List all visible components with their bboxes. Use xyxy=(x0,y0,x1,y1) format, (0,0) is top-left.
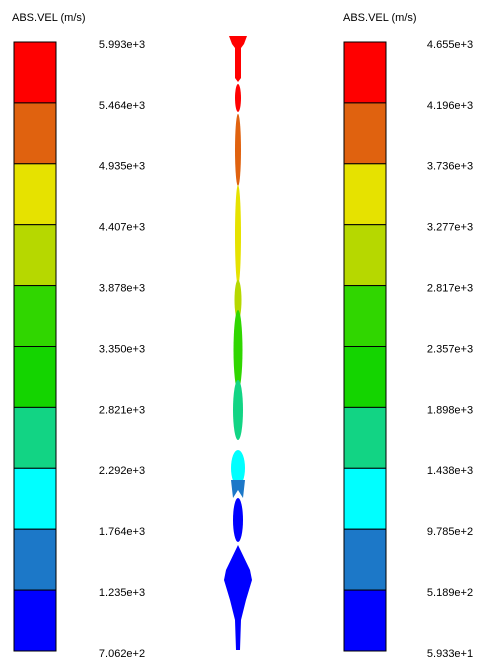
color-swatch xyxy=(13,589,57,652)
legend-label: 4.196e+3 xyxy=(427,100,473,112)
color-swatch xyxy=(343,528,387,591)
color-swatch xyxy=(13,467,57,530)
jet-segment xyxy=(231,480,245,498)
color-swatch xyxy=(13,41,57,104)
jet-segment xyxy=(235,185,241,285)
legend-label: 2.821e+3 xyxy=(99,404,145,416)
legend-label: 3.736e+3 xyxy=(427,161,473,173)
color-swatch xyxy=(343,285,387,348)
jet-segment xyxy=(234,280,242,320)
legend-label: 1.235e+3 xyxy=(99,587,145,599)
legend-label: 3.878e+3 xyxy=(99,283,145,295)
color-swatch xyxy=(13,163,57,226)
color-swatch xyxy=(13,528,57,591)
legend-label: 5.933e+1 xyxy=(427,648,473,660)
jet-tip xyxy=(229,36,247,82)
color-swatch xyxy=(343,41,387,104)
legend-label: 3.277e+3 xyxy=(427,222,473,234)
jet-segment xyxy=(235,84,241,112)
jet-segment xyxy=(233,498,243,542)
legend-label: 7.062e+2 xyxy=(99,648,145,660)
legend-label: 5.189e+2 xyxy=(427,587,473,599)
color-swatch xyxy=(343,163,387,226)
color-swatch xyxy=(13,285,57,348)
legend-title: ABS.VEL (m/s) xyxy=(12,12,86,24)
color-swatch xyxy=(343,224,387,287)
color-swatch xyxy=(13,406,57,469)
color-swatch xyxy=(343,406,387,469)
legend-label: 4.935e+3 xyxy=(99,161,145,173)
legend-label: 1.898e+3 xyxy=(427,404,473,416)
legend-label: 1.438e+3 xyxy=(427,465,473,477)
jet-segment xyxy=(231,450,245,486)
legend-label: 1.764e+3 xyxy=(99,526,145,538)
color-swatch xyxy=(343,346,387,408)
jet-segment xyxy=(233,310,243,390)
legend-label: 4.655e+3 xyxy=(427,39,473,51)
jet-bulb xyxy=(224,545,252,650)
legend-label: 4.407e+3 xyxy=(99,222,145,234)
color-swatch xyxy=(13,102,57,165)
jet-segment xyxy=(235,114,241,186)
legend-label: 9.785e+2 xyxy=(427,526,473,538)
legend-label: 3.350e+3 xyxy=(99,343,145,355)
jet-plot xyxy=(224,36,252,650)
color-swatch xyxy=(343,467,387,530)
color-swatch xyxy=(13,346,57,408)
legends: ABS.VEL (m/s) 5.993e+3 5.464e+3 4.935e+3 4.4… xyxy=(12,12,473,660)
color-swatch xyxy=(343,589,387,652)
legend-title: ABS.VEL (m/s) xyxy=(343,12,417,24)
legend-label: 5.993e+3 xyxy=(99,39,145,51)
legend-label: 5.464e+3 xyxy=(99,100,145,112)
legend-label: 2.817e+3 xyxy=(427,283,473,295)
legend-label: 2.357e+3 xyxy=(427,343,473,355)
color-swatch xyxy=(13,224,57,287)
legend-label: 2.292e+3 xyxy=(99,465,145,477)
color-swatch xyxy=(343,102,387,165)
jet-segment xyxy=(233,380,243,440)
